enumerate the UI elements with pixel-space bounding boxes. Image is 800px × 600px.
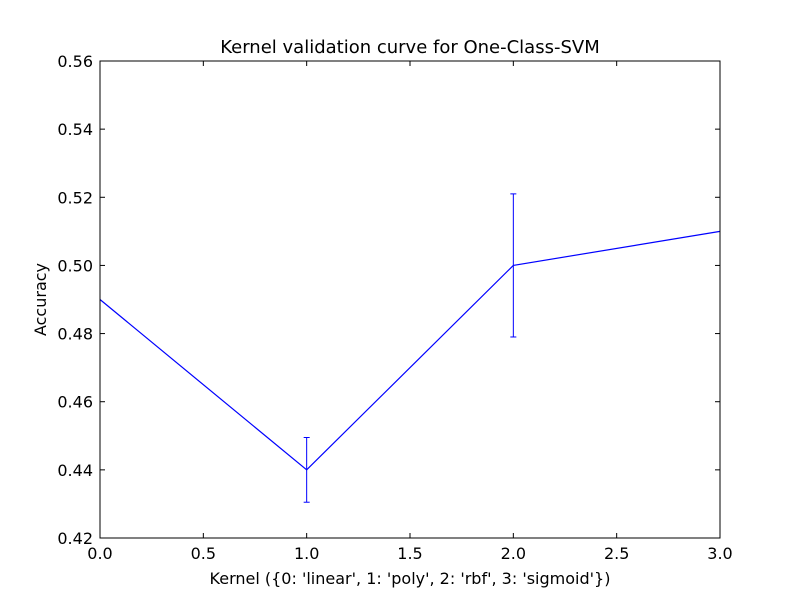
y-tick-label: 0.46 <box>57 393 93 412</box>
x-tick-label: 1.0 <box>294 544 319 563</box>
x-axis-ticks: 0.0 0.5 1.0 1.5 2.0 2.5 3.0 <box>87 61 733 563</box>
x-tick-label: 2.0 <box>501 544 526 563</box>
chart-title: Kernel validation curve for One-Class-SV… <box>220 37 600 58</box>
y-tick-label: 0.54 <box>57 120 93 139</box>
y-tick-label: 0.42 <box>57 529 93 548</box>
x-tick-label: 1.5 <box>397 544 422 563</box>
y-tick-label: 0.50 <box>57 256 93 275</box>
series-line <box>99 230 721 471</box>
x-axis-label: Kernel ({0: 'linear', 1: 'poly', 2: 'rbf… <box>210 569 611 588</box>
x-tick-label: 2.5 <box>604 544 629 563</box>
x-tick-label: 0.5 <box>191 544 216 563</box>
y-tick-label: 0.56 <box>57 52 93 71</box>
y-tick-label: 0.48 <box>57 325 93 344</box>
y-tick-label: 0.44 <box>57 461 93 480</box>
y-tick-label: 0.52 <box>57 188 93 207</box>
x-tick-label: 0.0 <box>87 544 112 563</box>
y-axis-label: Accuracy <box>31 263 50 336</box>
y-axis-ticks: 0.42 0.44 0.46 0.48 0.50 0.52 0.54 0.56 <box>57 52 720 548</box>
x-tick-label: 3.0 <box>707 544 732 563</box>
